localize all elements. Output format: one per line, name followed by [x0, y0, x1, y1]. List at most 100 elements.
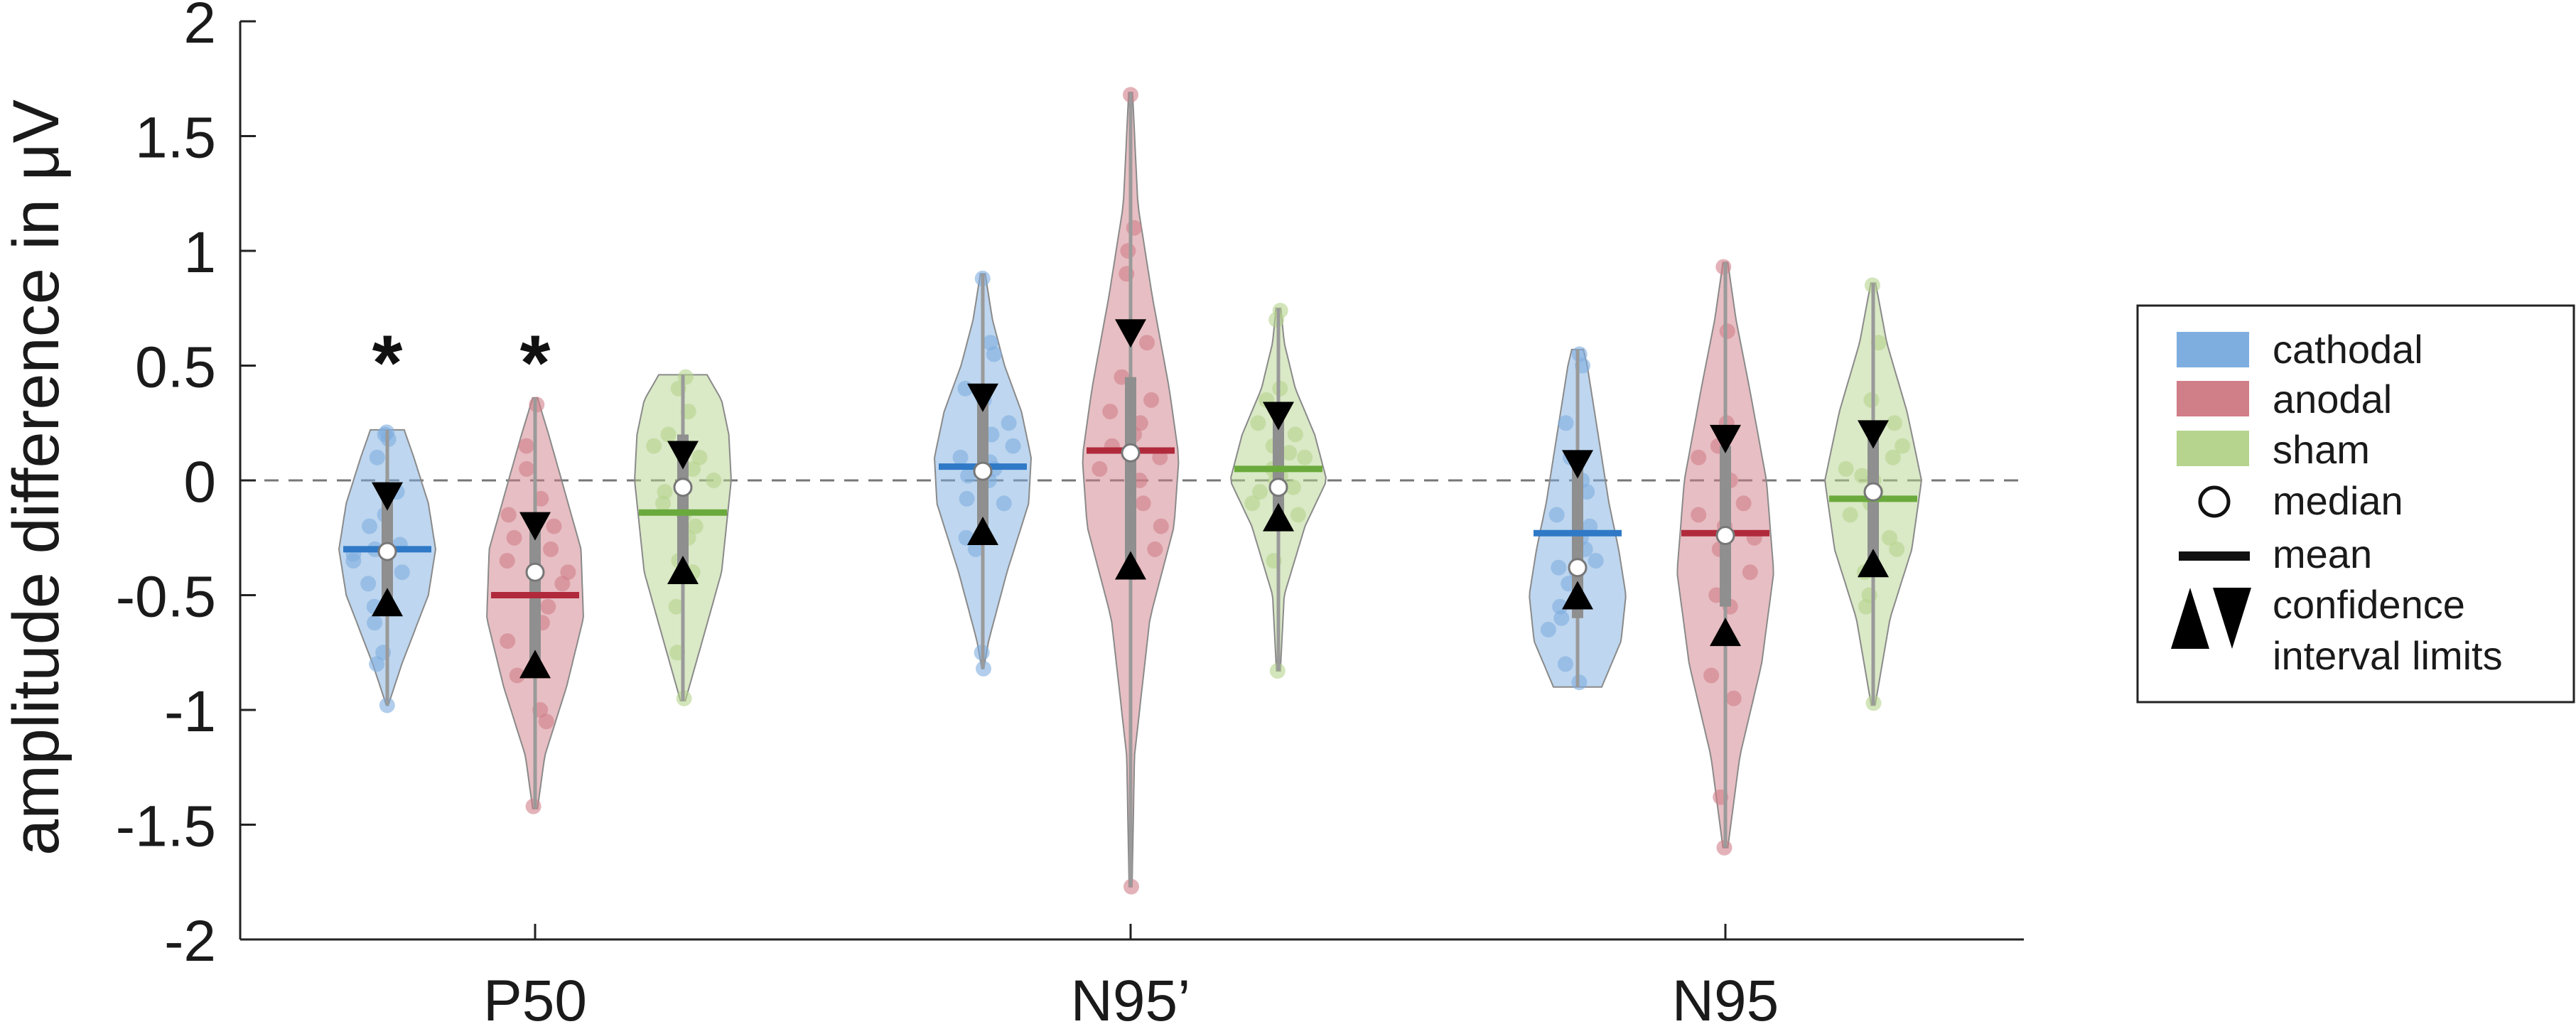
data-point	[1005, 438, 1021, 454]
y-tick-label: 1	[183, 220, 216, 285]
iqr-box-sham-0	[677, 434, 689, 573]
data-point	[1281, 445, 1298, 461]
legend-label-confidence: confidence	[2273, 582, 2465, 627]
data-point	[1842, 507, 1858, 523]
median-marker-anodal-2	[1715, 526, 1735, 546]
data-point	[1290, 507, 1306, 523]
ci-upper-triangle	[1858, 420, 1889, 449]
data-point	[1135, 495, 1151, 512]
data-point	[519, 460, 535, 477]
data-point	[546, 518, 562, 534]
ci-upper-triangle	[1115, 319, 1146, 348]
data-point	[1552, 598, 1568, 615]
data-point	[1132, 415, 1148, 431]
x-tick-label-n95: N95’	[1071, 969, 1191, 1029]
data-point	[1863, 392, 1880, 408]
x-tick-label-p50: P50	[483, 969, 587, 1029]
iqr-box-sham-2	[1868, 434, 1879, 573]
data-point	[655, 495, 671, 512]
data-point	[540, 598, 556, 615]
data-point	[538, 713, 554, 730]
data-point	[1551, 559, 1567, 576]
ci-lower-triangle	[1710, 618, 1741, 647]
ci-upper-triangle	[372, 482, 403, 511]
data-point	[967, 541, 983, 557]
data-point	[1886, 415, 1902, 431]
median-marker-cathodal-2	[1568, 558, 1588, 578]
data-point	[560, 564, 576, 581]
data-point	[1548, 507, 1565, 523]
ci-lower-triangle	[667, 555, 699, 584]
iqr-box-anodal-1	[1125, 377, 1136, 561]
data-point	[1250, 415, 1266, 431]
data-point	[677, 369, 694, 385]
data-point	[1571, 346, 1588, 362]
ci-lower-triangle	[372, 588, 403, 617]
y-tick-label: -1	[164, 679, 216, 744]
ci-lower-triangle	[967, 517, 998, 546]
data-point	[1540, 622, 1556, 637]
ci-lower-triangle	[1263, 502, 1294, 532]
data-point	[1885, 449, 1901, 465]
data-point	[976, 660, 991, 677]
data-point	[1272, 303, 1288, 318]
data-point	[1297, 449, 1313, 465]
data-point	[1092, 460, 1108, 477]
data-point	[1557, 656, 1573, 672]
ci-upper-triangle	[1562, 450, 1593, 479]
legend: cathodal anodal sham median mean confide…	[2136, 304, 2575, 704]
data-point	[1126, 220, 1142, 236]
legend-swatch-sham	[2177, 431, 2249, 466]
data-point	[1147, 541, 1163, 557]
legend-swatch-anodal	[2177, 381, 2249, 416]
iqr-box-cathodal-1	[977, 393, 988, 527]
y-tick-label: 0.5	[135, 335, 216, 400]
data-point	[500, 507, 517, 523]
data-point	[518, 438, 534, 454]
data-point	[1691, 449, 1707, 465]
median-marker-anodal-0	[525, 562, 545, 582]
legend-label-sham: sham	[2273, 427, 2370, 472]
y-tick-label: 0	[183, 450, 216, 514]
data-point	[1715, 259, 1732, 275]
data-point	[1120, 243, 1136, 259]
data-point	[369, 656, 385, 672]
data-point	[369, 449, 385, 465]
y-tick-label: -2	[164, 909, 216, 974]
median-marker-sham-1	[1268, 478, 1288, 497]
legend-label-median: median	[2273, 478, 2403, 523]
data-point	[500, 633, 516, 650]
data-point	[959, 490, 975, 507]
data-point	[1244, 495, 1261, 512]
legend-label-cathodal: cathodal	[2273, 327, 2423, 372]
y-tick-label: -0.5	[116, 565, 216, 630]
data-point	[1719, 323, 1735, 340]
median-marker-cathodal-1	[973, 461, 993, 481]
data-point	[367, 615, 383, 631]
data-point	[1287, 426, 1303, 443]
data-point	[1139, 335, 1155, 351]
iqr-box-cathodal-2	[1572, 457, 1583, 618]
data-point	[660, 426, 677, 443]
data-point	[394, 564, 410, 581]
data-point	[509, 667, 525, 684]
data-point	[982, 335, 998, 351]
data-point	[1588, 553, 1604, 569]
data-point	[646, 438, 662, 454]
ci-lower-triangle	[1115, 551, 1146, 580]
data-point	[1143, 392, 1160, 408]
y-tick-label: -1.5	[116, 794, 216, 859]
data-point	[1153, 518, 1169, 534]
legend-label-mean: mean	[2273, 532, 2372, 576]
median-marker-cathodal-0	[377, 542, 397, 561]
data-point	[952, 449, 969, 465]
data-point	[687, 518, 704, 534]
significance-asterisk: *	[520, 319, 551, 406]
legend-label-anodal: anodal	[2273, 377, 2392, 421]
ci-upper-triangle	[1710, 424, 1741, 453]
data-point	[1285, 479, 1301, 495]
legend-ci-up-triangle	[2171, 588, 2209, 649]
data-point	[1895, 438, 1911, 454]
ci-upper-triangle	[519, 512, 551, 541]
data-point	[668, 598, 684, 615]
